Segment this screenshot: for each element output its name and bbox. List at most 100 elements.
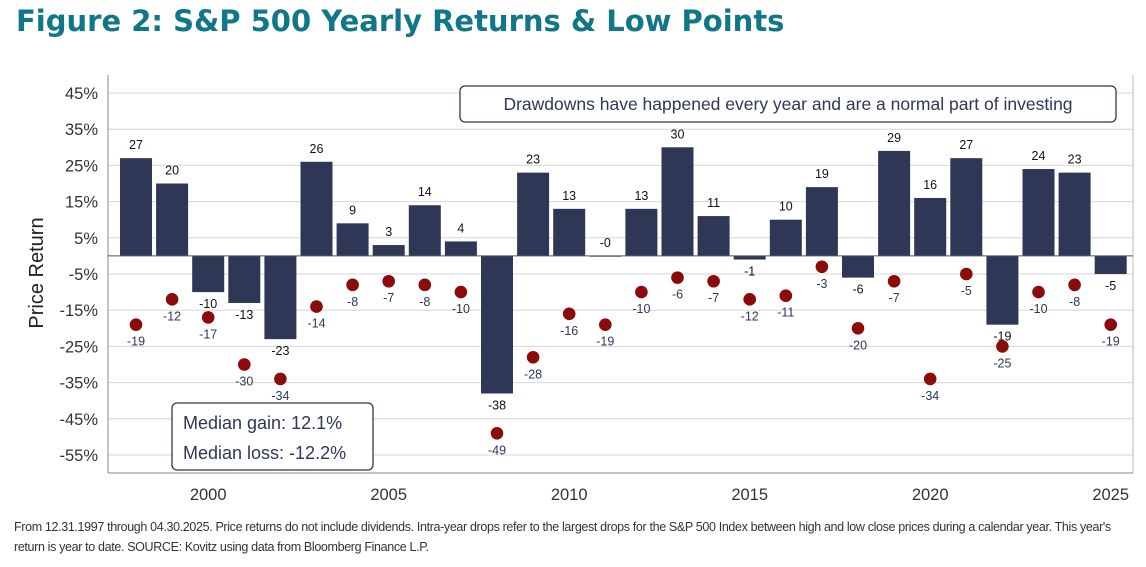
low-point-dot [1104,318,1117,331]
return-bar [300,161,333,256]
low-point-label: -19 [127,335,145,349]
low-point-dot [779,289,793,303]
return-bar-label: -38 [488,398,506,412]
gridlines [108,92,1133,456]
low-point-dot [274,372,287,386]
return-bar [1022,169,1055,256]
low-point-dot [960,267,973,281]
x-tick-label: 2010 [551,486,588,504]
return-bar [625,208,658,256]
callout-text: Drawdowns have happened every year and a… [503,94,1072,114]
return-bar [336,223,369,256]
return-bar-label: -23 [271,344,289,358]
low-point-dot [382,274,396,288]
x-tick-label: 2015 [731,486,768,504]
low-point-label: -6 [672,288,683,302]
return-bar-label: 20 [165,164,179,178]
low-point-label: -14 [307,317,325,331]
return-bar [481,255,513,394]
low-point-dot [310,300,323,313]
footnote: From 12.31.1997 through 04.30.2025. Pric… [14,520,1111,554]
low-point-dot [201,311,215,324]
low-point-dot [1032,285,1045,299]
low-point-dot [743,293,756,306]
low-point-label: -7 [708,291,719,305]
return-bar-label: -6 [852,283,863,297]
return-bar-label: 29 [887,131,901,145]
low-point-label: -17 [199,327,217,341]
low-point-label: -3 [816,277,827,291]
return-bar-label: -13 [235,308,253,322]
return-bar [264,255,297,340]
low-point-label: -20 [849,338,867,352]
return-bar [733,255,766,260]
return-bar [661,147,694,256]
return-bar [553,208,586,256]
axes [107,75,1134,474]
return-bar [517,172,550,256]
return-bar [156,183,189,256]
return-bar-label: 30 [671,127,685,141]
return-bar [444,241,477,256]
callout-box: Drawdowns have happened every year and a… [459,85,1117,123]
y-tick-label: -55% [59,447,98,465]
median-loss-text: Median loss: -12.2% [183,443,346,463]
return-bar [805,187,838,256]
return-bar [842,255,874,278]
low-point-dot [238,358,251,371]
return-bar-label: -1 [744,265,755,279]
return-bar-label: 3 [385,225,392,239]
return-bar-label: -5 [1105,279,1116,293]
return-bar-label: 14 [418,185,432,199]
return-bar-label: 24 [1032,149,1046,163]
median-box: Median gain: 12.1% Median loss: -12.2% [171,402,374,471]
low-point-label: -7 [383,291,394,305]
return-bar [950,158,983,256]
low-point-dot [490,426,504,440]
y-axis-label: Price Return [26,217,48,328]
return-bar [1094,255,1127,274]
return-bar [372,245,405,256]
low-point-dot [923,372,937,386]
return-bar [192,255,225,293]
return-bar [228,255,261,303]
low-point-label: -30 [235,375,253,389]
low-point-dot [815,260,829,274]
low-point-label: -25 [993,356,1011,370]
return-bar-label: 27 [959,138,973,152]
return-bar [120,158,152,256]
low-point-label: -34 [271,389,289,403]
low-point-dot [707,274,720,288]
return-bar [769,219,802,256]
x-tick-label: 2025 [1092,486,1129,504]
return-bar [408,205,441,256]
low-point-label: -8 [347,295,358,309]
x-tick-label: 2000 [190,486,227,504]
low-point-dot [165,293,179,306]
low-point-dot [887,274,901,288]
low-point-label: -11 [777,306,794,320]
y-tick-label: 5% [74,230,98,248]
return-bar-label: 27 [129,138,143,152]
low-point-dot [562,307,576,321]
median-gain-text: Median gain: 12.1% [183,413,342,433]
y-tick-label: -25% [59,338,98,356]
low-point-labels: -19 -12 -17 -30 -34 -14 -8 -7 -8 -10 -49 -28 -16 -19 -… [127,277,1120,458]
return-bar-labels: 27 20 -10 -13 -23 26 9 3 14 4 -38 23 13 -0 13 30 11 -1 10 1… [129,127,1116,412]
low-point-dot [526,350,540,364]
return-bar-label: 16 [923,178,937,192]
low-point-dot [996,340,1009,353]
low-point-label: -34 [921,389,939,403]
low-point-label: -10 [632,302,650,316]
y-tick-label: -35% [59,375,98,393]
low-point-label: -8 [419,295,430,309]
low-point-label: -16 [560,324,578,338]
return-bar-label: 13 [562,189,576,203]
low-point-label: -28 [524,367,542,381]
low-point-dot [1068,278,1081,292]
return-bar-label: 4 [457,221,464,235]
x-tick-labels: 2000 2005 2010 2015 2020 2025 [190,486,1129,504]
y-tick-label: 45% [65,85,98,103]
return-bars [120,147,1127,394]
